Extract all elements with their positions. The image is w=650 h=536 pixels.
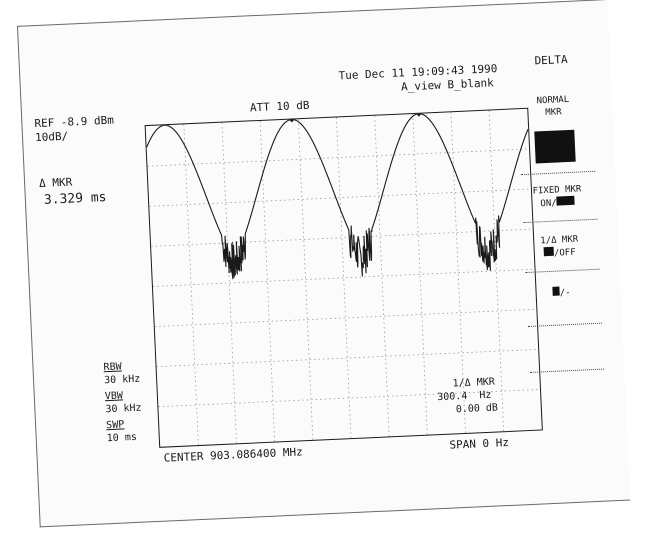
- rbw-label: RBW: [103, 361, 122, 374]
- marker-diamond: [288, 114, 296, 123]
- vbw-label: VBW: [104, 390, 124, 403]
- span: SPAN 0 Hz: [449, 435, 510, 452]
- softkey-normal-mkr[interactable]: NORMAL MKR: [510, 93, 597, 121]
- softkey-menu: DELTA NORMAL MKR FIXED MKR ON/ 1/Δ MKR /…: [508, 53, 615, 437]
- sweep-value: 10 ms: [106, 431, 138, 445]
- grid-line-horizontal: [158, 388, 541, 408]
- softkey-fixed-mkr-line2: ON/: [540, 198, 557, 210]
- softkey-divider: [530, 368, 605, 373]
- sweep-label: SWP: [105, 419, 125, 432]
- off-selected-icon: [556, 195, 575, 206]
- grid-line-vertical: [183, 124, 199, 446]
- vbw-value: 30 kHz: [105, 402, 142, 416]
- on-selected-icon: [543, 246, 555, 257]
- softkey-normal-mkr-line2: MKR: [545, 107, 562, 118]
- marker-readout-title: 1/Δ MKR: [452, 376, 496, 390]
- ref-level: REF -8.9 dBm: [34, 113, 115, 131]
- softkey-divider: [528, 322, 603, 327]
- highlight-block-icon: [534, 129, 576, 164]
- marker-readout-amp: 0.00 dB: [455, 402, 499, 416]
- softkey-divider: [525, 268, 600, 274]
- view-state: A_view B_blank: [400, 76, 495, 94]
- grid-line-horizontal: [152, 268, 535, 287]
- grid-line-horizontal: [149, 188, 531, 207]
- attenuation: ATT 10 dB: [249, 98, 310, 115]
- center-frequency: CENTER 903.086400 MHz: [163, 445, 303, 465]
- marker-diamond: [415, 108, 423, 117]
- grid-line-horizontal: [156, 348, 539, 368]
- softkey-divider: [523, 218, 598, 224]
- analyzer-printout: Tue Dec 11 19:09:43 1990 A_view B_blank …: [16, 0, 631, 528]
- softkey-title: DELTA: [534, 52, 568, 68]
- grid-line-horizontal: [154, 308, 537, 327]
- trace-line: [146, 113, 529, 280]
- scale-per-div: 10dB/: [34, 129, 69, 145]
- delta-marker-label: Δ MKR: [38, 175, 73, 191]
- rbw-value: 30 kHz: [103, 373, 141, 387]
- display-graticule: [144, 107, 543, 448]
- softkey-inverse-mkr[interactable]: 1/Δ MKR /OFF: [516, 233, 603, 262]
- softkey-inverse-mkr-line2: /OFF: [553, 247, 576, 259]
- delta-marker-value: 3.329 ms: [43, 189, 107, 208]
- trace-plot: [146, 108, 541, 446]
- grid-line-horizontal: [151, 228, 533, 247]
- grid-line-horizontal: [147, 148, 530, 167]
- softkey-highlighted[interactable]: [511, 129, 598, 167]
- softkey-fixed-mkr[interactable]: FIXED MKR ON/: [514, 183, 601, 212]
- softkey-extra[interactable]: /-: [518, 284, 605, 301]
- grid-line-vertical: [259, 120, 276, 442]
- softkey-divider: [521, 170, 596, 176]
- softkey-extra-label: /-: [559, 288, 571, 299]
